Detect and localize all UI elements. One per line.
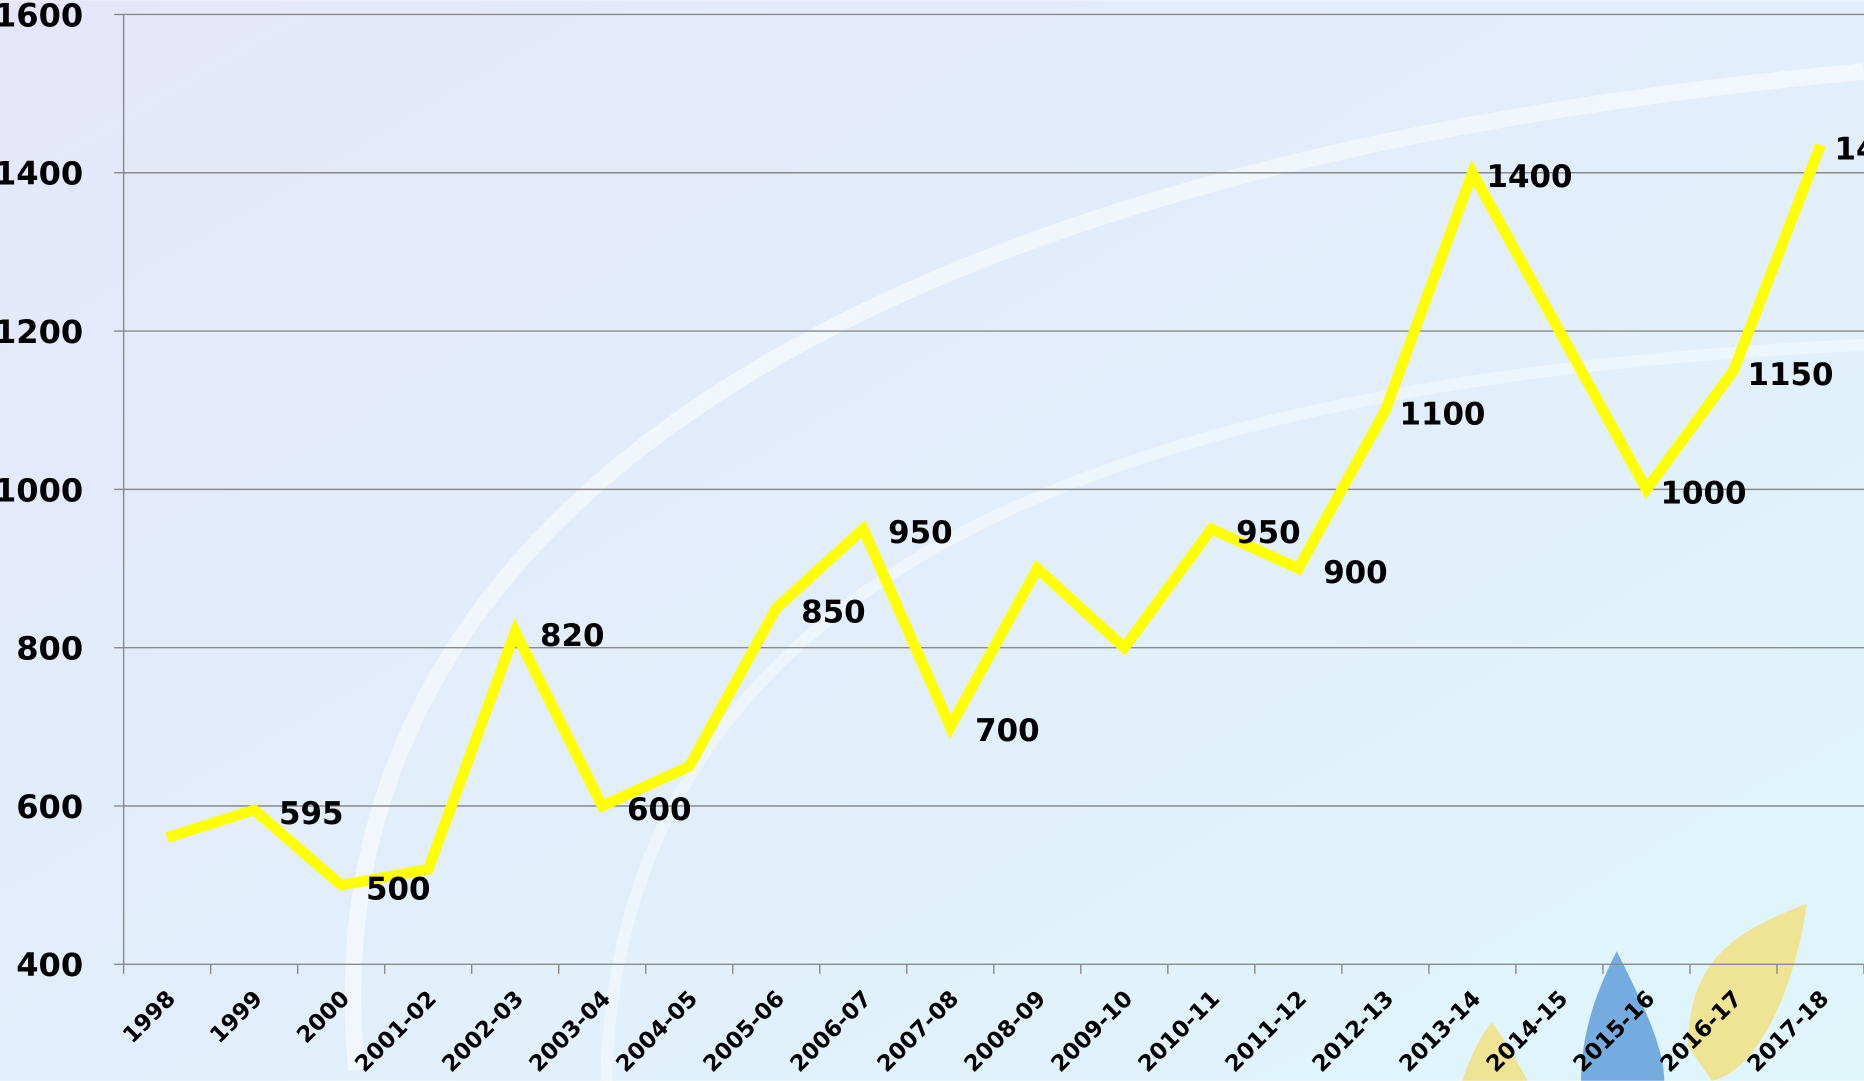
data-label: 600 — [627, 792, 691, 828]
data-label: 1100 — [1399, 396, 1485, 432]
y-tick-label: 1600 — [0, 0, 83, 34]
data-label: 820 — [540, 618, 604, 654]
data-label: 950 — [1236, 515, 1300, 551]
data-label: 1150 — [1748, 357, 1834, 393]
y-tick-label: 800 — [16, 630, 83, 668]
y-tick-label: 600 — [16, 788, 83, 826]
data-label: 1000 — [1661, 476, 1747, 512]
data-label: 1400 — [1486, 159, 1572, 195]
data-label: 595 — [279, 796, 343, 832]
y-tick-label: 400 — [16, 946, 83, 984]
y-tick-label: 1200 — [0, 313, 83, 351]
data-label: 950 — [888, 515, 952, 551]
y-tick-label: 1000 — [0, 471, 83, 509]
data-label: 500 — [366, 871, 430, 907]
chart: 4006008001000120014001600199819992000200… — [0, 0, 1864, 1081]
data-label: 900 — [1323, 555, 1387, 591]
data-label: 1435 — [1835, 131, 1864, 167]
y-tick-label: 1400 — [0, 155, 83, 193]
data-label: 700 — [975, 713, 1039, 749]
data-label: 850 — [801, 594, 865, 630]
